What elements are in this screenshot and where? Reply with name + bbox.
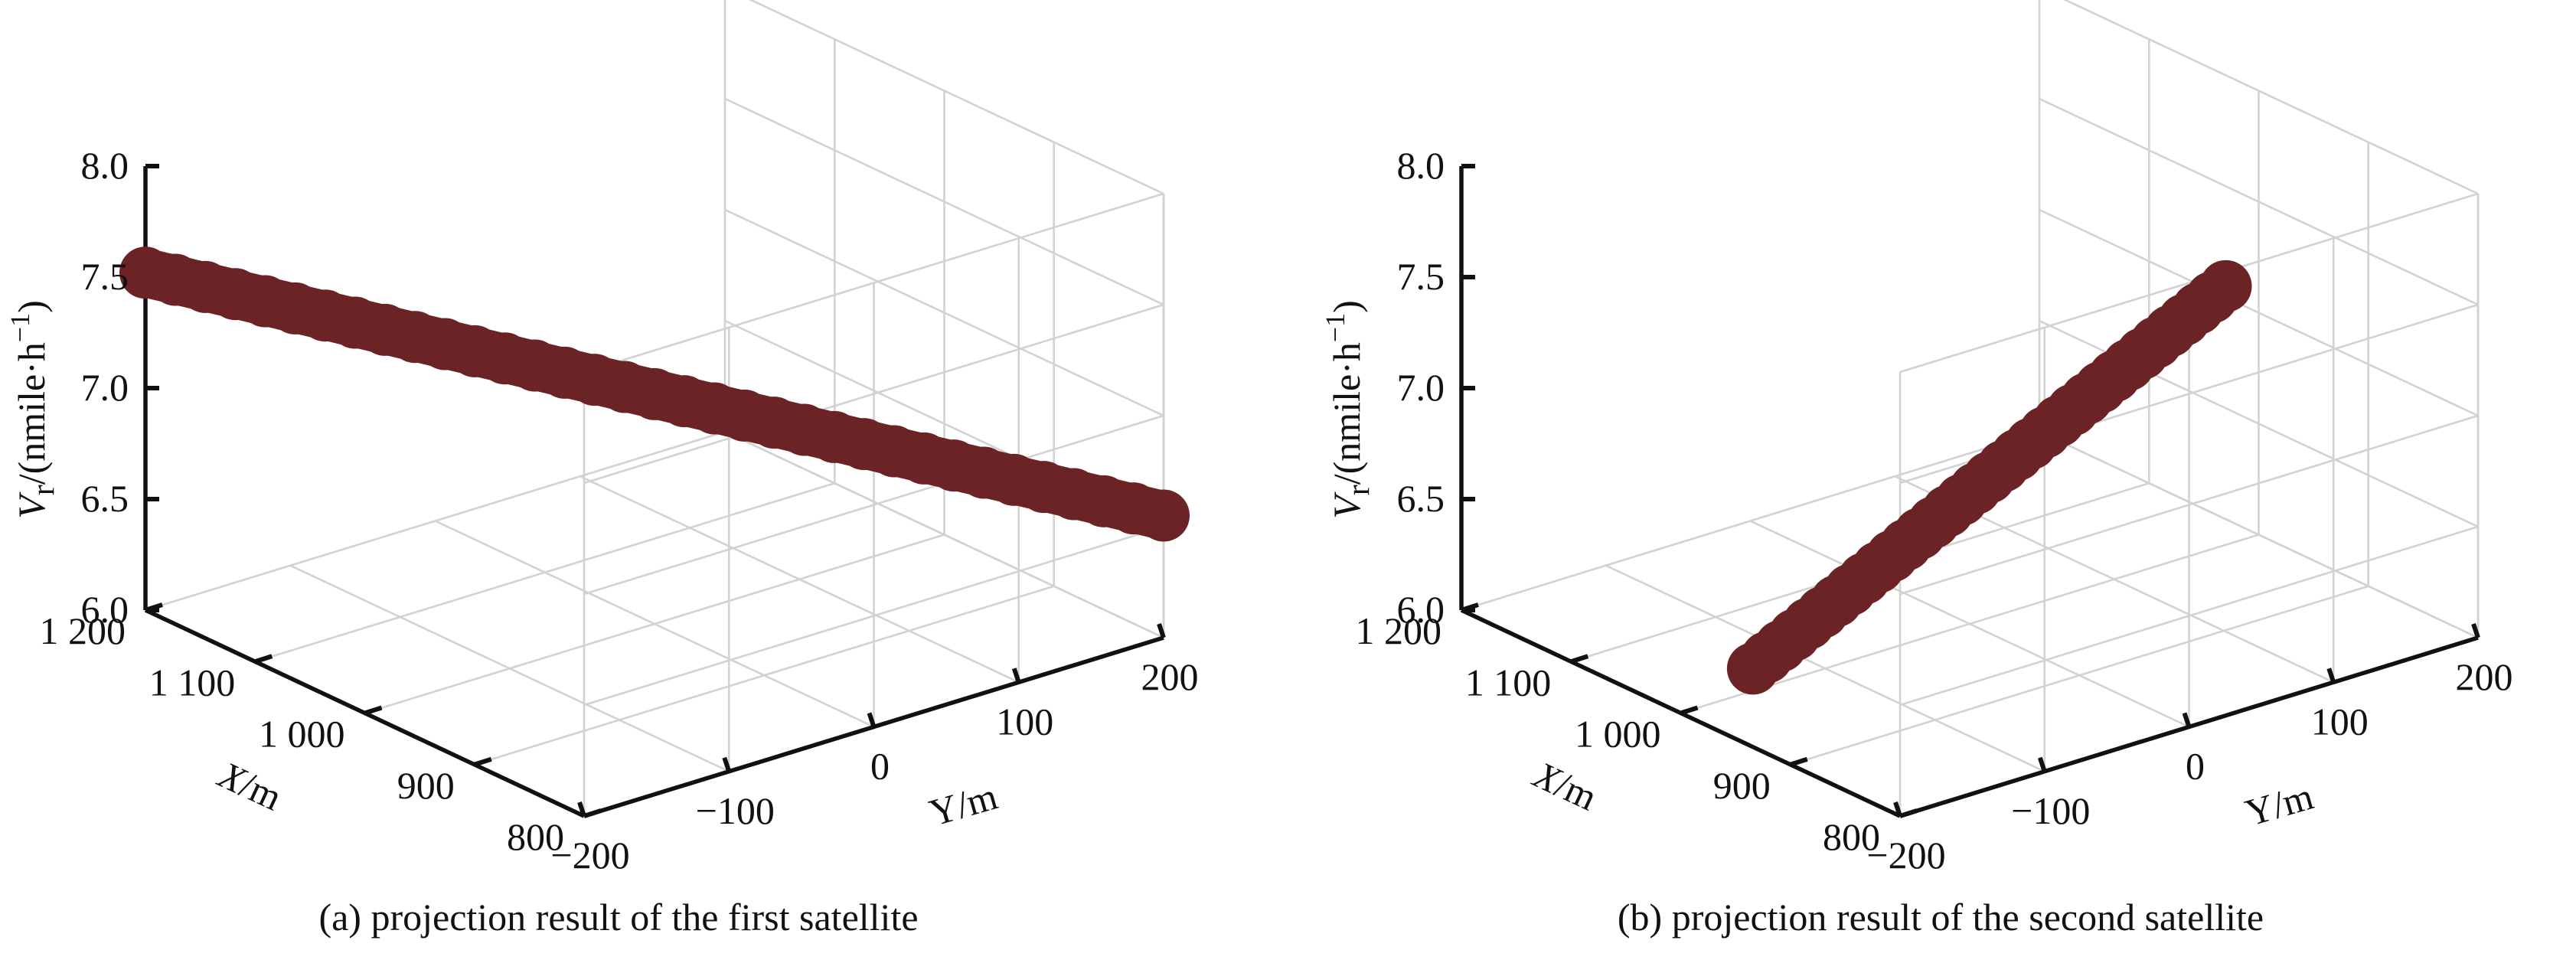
z-tick-label: 7.0 (81, 366, 129, 409)
x-tick-label: 900 (397, 764, 455, 807)
y-tick-label: 200 (1141, 655, 1199, 698)
x-tick (1899, 808, 1918, 818)
tick-labels: 6.0 6.5 7.0 7.5 8.0 800 900 1 000 1 100 1 200 −200… (40, 144, 1199, 876)
z-tick-label: 7.0 (1397, 366, 1445, 409)
x-tick-label: 1 100 (149, 661, 236, 703)
y-tick (1157, 623, 1166, 638)
x-tick (145, 602, 163, 612)
grid-line (1790, 585, 2369, 766)
grid-line (749, 0, 1164, 195)
panel-a: 6.0 6.5 7.0 7.5 8.0 800 900 1 000 1 100 1 200 −200… (5, 0, 1199, 939)
grid-line (1899, 192, 2479, 374)
y-tick-label: −100 (2011, 789, 2090, 832)
y-tick-label: 200 (2456, 655, 2513, 698)
grid-line (2039, 97, 2479, 306)
x-tick-label: 800 (507, 815, 564, 858)
data-point (1138, 489, 1190, 542)
y-tick-label: 100 (996, 700, 1053, 743)
grid-line (474, 585, 1055, 766)
x-tick-label: 1 000 (1575, 713, 1661, 756)
z-tick-label: 6.5 (81, 477, 129, 520)
y-tick-label: −200 (1866, 834, 1945, 876)
x-tick (1461, 602, 1479, 612)
z-axis-title: Vr/(nmile·h−1) (5, 300, 61, 519)
data-series (1726, 260, 2252, 695)
x-tick (583, 808, 602, 818)
x-tick-label: 800 (1823, 815, 1880, 858)
grid-line (724, 208, 1164, 417)
y-tick (722, 756, 732, 772)
y-tick (1011, 668, 1021, 684)
y-tick-label: 0 (870, 745, 890, 788)
y-tick (867, 712, 877, 728)
grid-line (583, 414, 1164, 596)
tick-labels: 6.0 6.5 7.0 7.5 8.0 800 900 1 000 1 100 1 200 −200… (1356, 144, 2513, 876)
x-tick-label: 1 000 (259, 713, 345, 756)
x-tick (254, 654, 273, 664)
y-tick-label: 100 (2311, 700, 2369, 743)
z-tick-label: 6.0 (81, 588, 129, 631)
x-tick (364, 705, 383, 716)
x-tick (1789, 756, 1808, 767)
grid-line (1680, 534, 2259, 714)
grid-line (2063, 0, 2479, 195)
x-tick-label: 900 (1713, 764, 1771, 807)
grid-line (364, 534, 945, 714)
caption-a: (a) projection result of the first satel… (318, 896, 918, 939)
grid-line (583, 525, 1164, 707)
data-point (2199, 260, 2252, 312)
y-tick (2471, 623, 2480, 638)
y-tick (2037, 756, 2047, 772)
x-tick (1680, 705, 1699, 716)
y-tick-label: −200 (550, 834, 629, 876)
grid-line (1461, 430, 2040, 612)
x-tick-label: 1 100 (1465, 661, 1552, 703)
y-tick-label: 0 (2186, 745, 2205, 788)
y-tick (2326, 668, 2336, 684)
y-tick (1893, 801, 1902, 817)
y-tick-label: −100 (696, 789, 775, 832)
y-tick (577, 801, 586, 817)
y-tick (2182, 712, 2192, 728)
x-tick-label: 1 200 (1356, 609, 1442, 652)
grid-line (583, 192, 1164, 374)
z-tick-label: 8.0 (1397, 144, 1445, 187)
grid-line (1899, 525, 2479, 707)
x-tick (473, 756, 492, 767)
x-tick-label: 1 200 (40, 609, 126, 652)
x-tick (1570, 654, 1589, 664)
z-tick-label: 6.0 (1397, 588, 1445, 631)
grid-line (724, 430, 1164, 639)
grid-line (254, 482, 835, 663)
grid-line (1899, 414, 2479, 596)
z-axis-title: Vr/(nmile·h−1) (1320, 300, 1376, 519)
z-tick-label: 7.5 (81, 255, 129, 298)
ticks (1461, 164, 2480, 818)
z-tick-label: 6.5 (1397, 477, 1445, 520)
caption-b: (b) projection result of the second sate… (1618, 896, 2264, 939)
z-tick-label: 8.0 (81, 144, 129, 187)
grid-line (724, 97, 1164, 306)
z-tick-label: 7.5 (1397, 255, 1445, 298)
grid-line (2039, 208, 2479, 417)
grid-line (145, 430, 726, 612)
grid-line (583, 303, 1164, 485)
data-series (119, 246, 1190, 542)
grid-line (2039, 430, 2479, 639)
